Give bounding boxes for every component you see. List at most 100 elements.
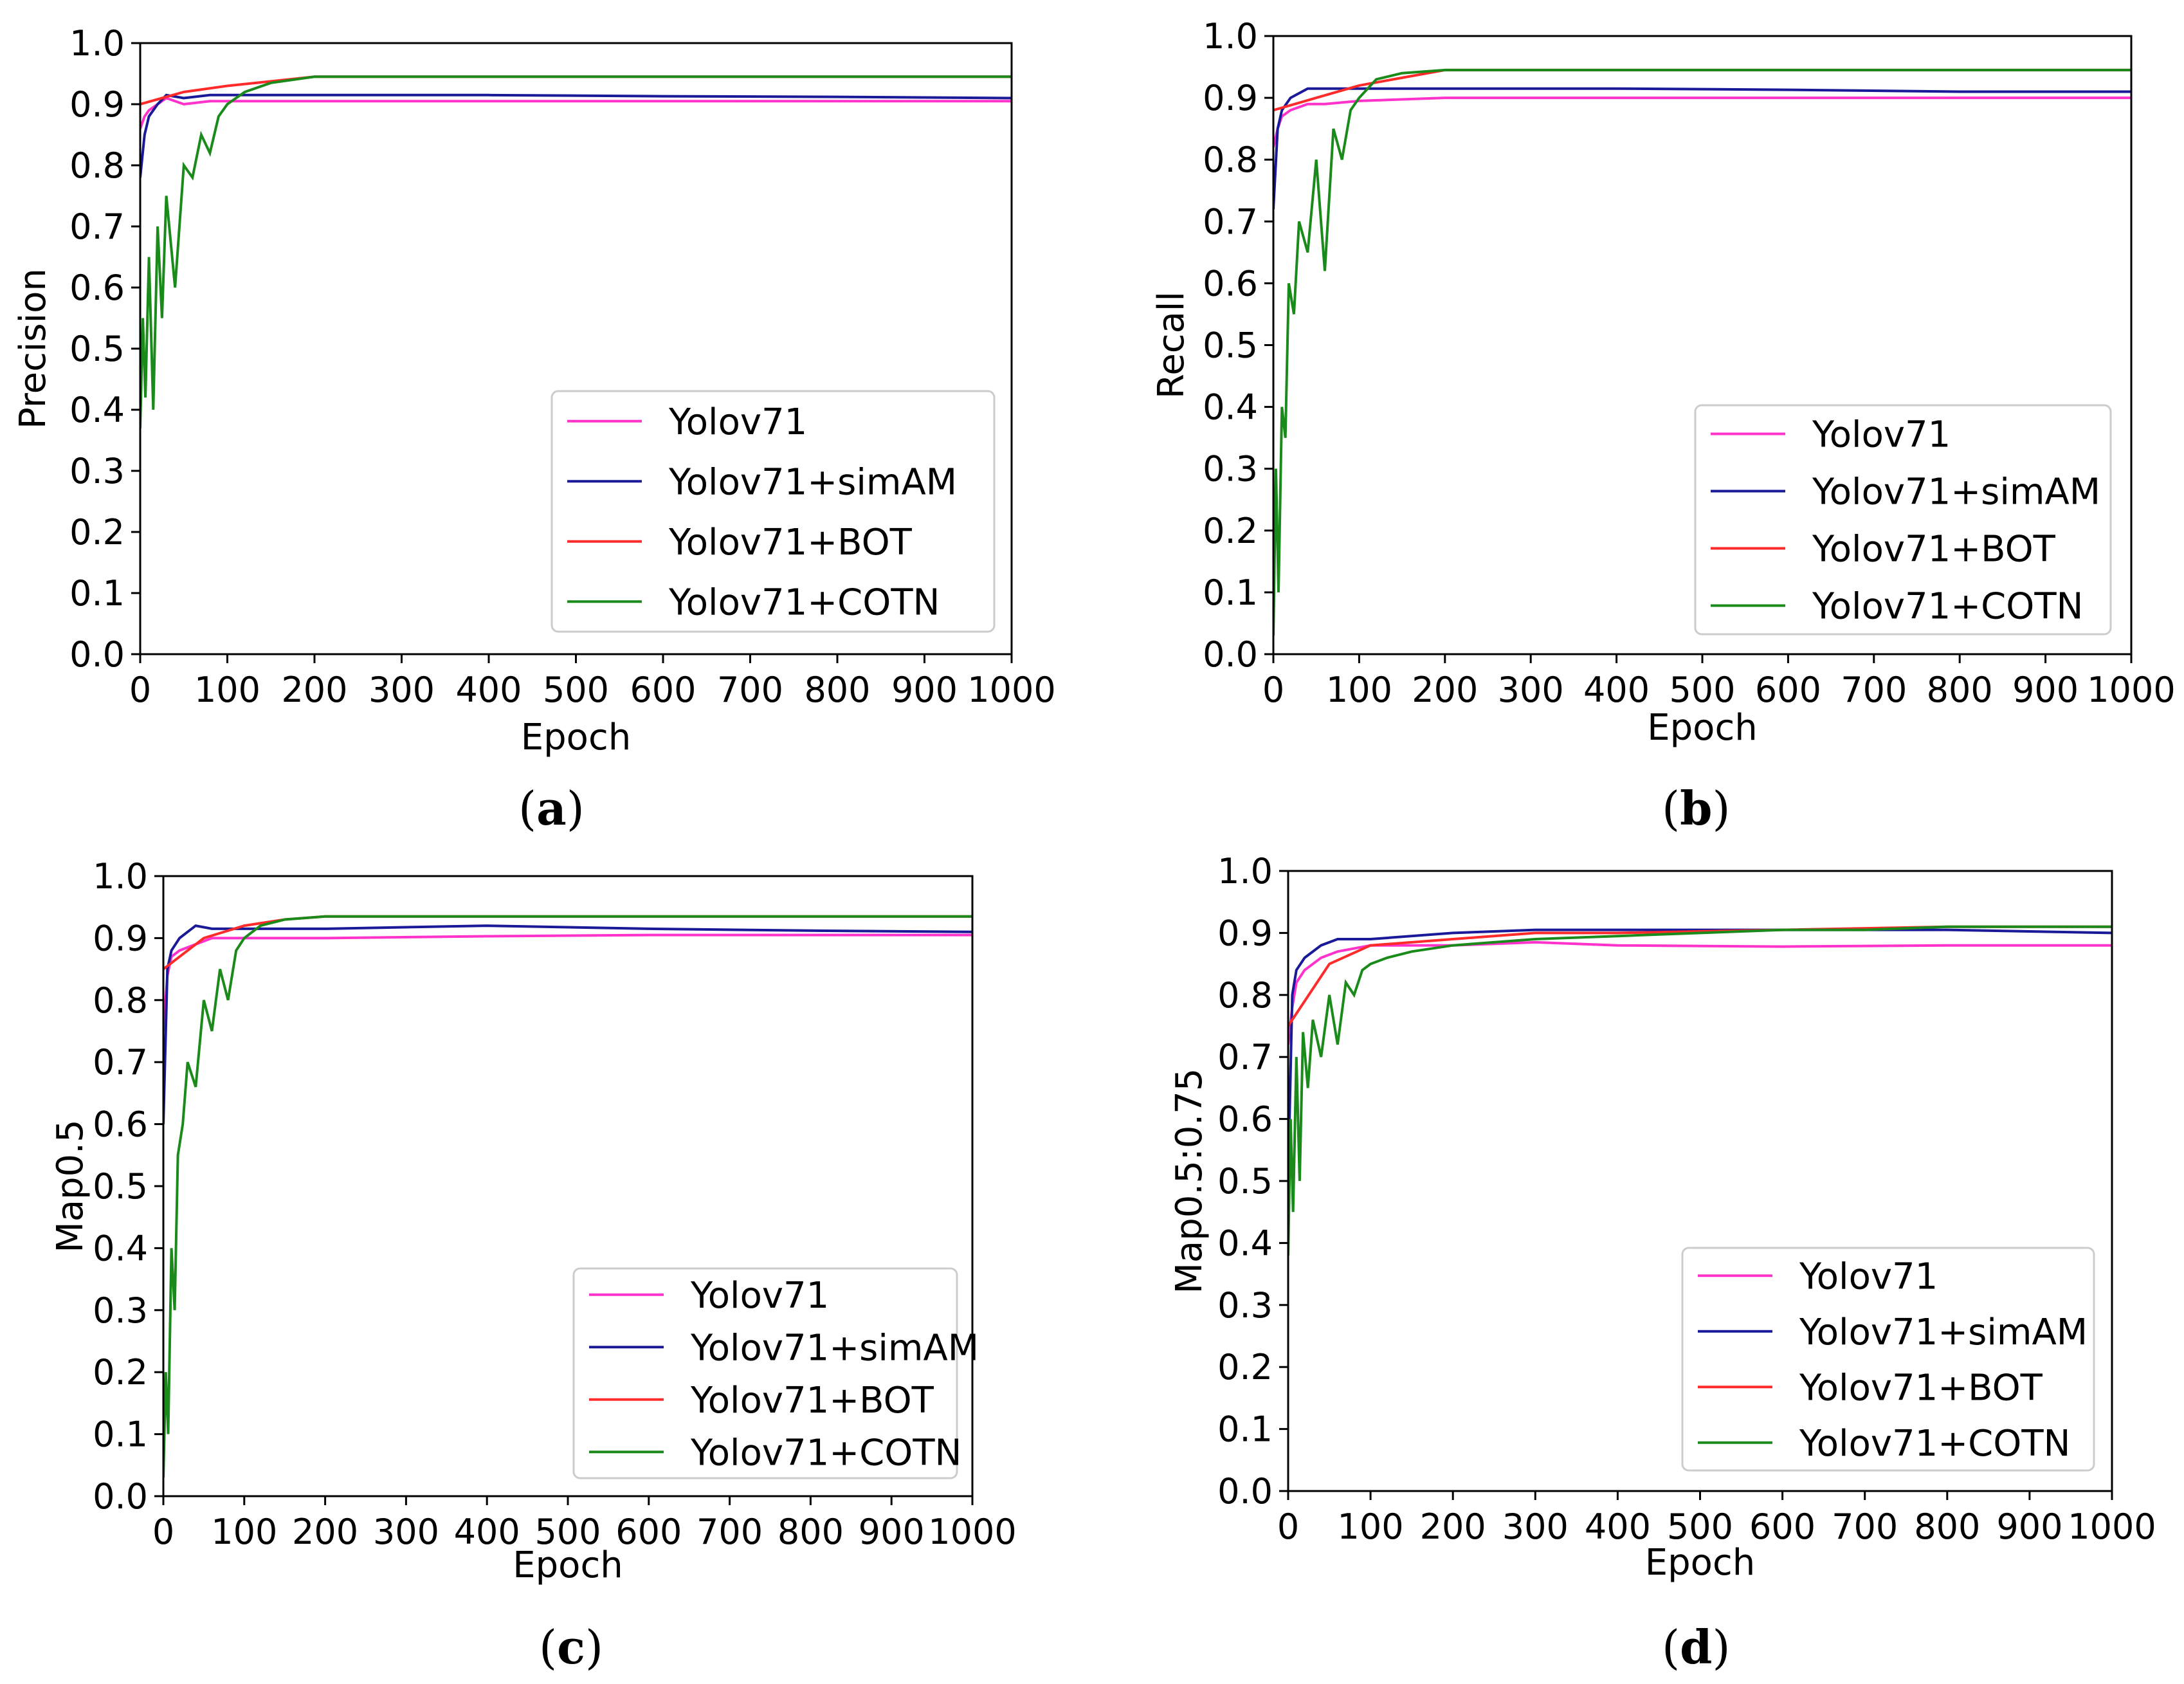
legend-label: Yolov71+BOT <box>690 1380 934 1422</box>
legend: Yolov71 Yolov71+simAM Yolov71+BOT Yolov71+C… <box>572 1267 979 1479</box>
legend-label: Yolov71+simAM <box>668 461 957 503</box>
legend-label: Yolov71 <box>690 1275 829 1317</box>
series-line-yolov71-bot <box>1288 925 2112 1027</box>
x-tick-label: 1000 <box>2068 1506 2156 1547</box>
y-tick-label: 0.2 <box>1217 1347 1273 1387</box>
x-tick-label: 100 <box>1338 1506 1404 1547</box>
y-axis-label: Map0.5 <box>50 1119 91 1252</box>
x-tick-label: 700 <box>696 1512 763 1552</box>
y-tick-label: 0.1 <box>1217 1409 1273 1450</box>
x-tick-label: 300 <box>369 670 435 710</box>
x-tick-label: 400 <box>1583 670 1650 710</box>
y-tick-label: 0.2 <box>93 1352 148 1393</box>
legend-box <box>551 390 996 633</box>
series-line-yolov71-cotn <box>1288 925 2112 1256</box>
legend-label: Yolov71+simAM <box>1812 471 2100 513</box>
series-lines <box>140 75 1012 428</box>
x-tick-label: 300 <box>1498 670 1564 710</box>
y-tick-label: 1.0 <box>93 856 148 897</box>
legend: Yolov71 Yolov71+simAM Yolov71+BOT Yolov71+C… <box>1681 1247 2095 1472</box>
x-tick-label: 200 <box>281 670 347 710</box>
x-tick-label: 200 <box>1412 670 1478 710</box>
y-tick-label: 0.4 <box>69 390 125 430</box>
series-line-yolov71 <box>140 96 1012 129</box>
legend-label: Yolov71+COTN <box>1799 1423 2070 1465</box>
x-tick-label: 0 <box>1262 670 1284 710</box>
x-tick-label: 400 <box>1585 1506 1651 1547</box>
y-tick-label: 0.8 <box>1217 975 1273 1016</box>
x-tick-label: 400 <box>454 1512 520 1552</box>
y-tick-label: 0.3 <box>69 451 125 491</box>
y-tick-label: 0.8 <box>69 145 125 186</box>
legend-label: Yolov71+BOT <box>1799 1367 2043 1409</box>
series-line-yolov71-simam <box>1273 87 2131 210</box>
x-tick-label: 600 <box>630 670 696 710</box>
x-tick-label: 500 <box>1667 1506 1733 1547</box>
chart-panel-d: 0 100 200 300 400 500 600 700 800 900 1000 0.0 0.1 0.… <box>1169 851 2156 1674</box>
x-axis-label: Epoch <box>513 1544 623 1586</box>
y-tick-label: 0.3 <box>1203 449 1258 490</box>
chart-panel-c: 0 100 200 300 400 500 600 700 800 900 1000 0.0 0.1 0.… <box>50 856 1017 1674</box>
x-tick-label: 200 <box>1420 1506 1486 1547</box>
panel-label: (c) <box>539 1620 603 1674</box>
legend-label: Yolov71+BOT <box>1812 529 2056 571</box>
x-tick-label: 0 <box>152 1512 174 1552</box>
series-line-yolov71-cotn <box>1273 68 2131 636</box>
y-tick-label: 0.7 <box>1203 201 1258 242</box>
x-tick-label: 800 <box>1914 1506 1980 1547</box>
x-tick-label: 900 <box>891 670 958 710</box>
legend-label: Yolov71+BOT <box>668 522 913 563</box>
y-tick-label: 0.0 <box>93 1476 148 1517</box>
x-tick-label: 1000 <box>928 1512 1016 1552</box>
y-tick-label: 0.5 <box>69 329 125 369</box>
y-tick-label: 1.0 <box>69 23 125 64</box>
x-tick-label: 700 <box>717 670 783 710</box>
x-axis-label: Epoch <box>521 717 631 758</box>
y-tick-label: 0.9 <box>1217 913 1273 953</box>
x-axis-label: Epoch <box>1645 1542 1755 1584</box>
series-line-yolov71-simam <box>140 93 1012 178</box>
x-tick-label: 1000 <box>2087 670 2175 710</box>
chart-panel-b: 0 100 200 300 400 500 600 700 800 900 1000 0.0 0.1 0.… <box>1151 16 2176 836</box>
x-tick-label: 600 <box>615 1512 682 1552</box>
y-tick-label: 0.0 <box>69 634 125 675</box>
x-tick-label: 900 <box>1996 1506 2062 1547</box>
y-tick-label: 0.8 <box>93 980 148 1021</box>
x-tick-label: 100 <box>211 1512 277 1552</box>
y-tick-label: 0.9 <box>69 84 125 125</box>
y-tick-label: 0.7 <box>69 206 125 247</box>
series-lines <box>1288 925 2112 1256</box>
x-tick-label: 200 <box>292 1512 358 1552</box>
x-tick-label: 500 <box>1669 670 1735 710</box>
y-tick-label: 0.9 <box>93 918 148 958</box>
x-tick-label: 0 <box>129 670 151 710</box>
y-tick-label: 0.6 <box>93 1104 148 1145</box>
y-tick-label: 0.5 <box>93 1166 148 1207</box>
x-tick-label: 800 <box>1927 670 1993 710</box>
y-tick-label: 0.6 <box>1203 263 1258 304</box>
y-tick-label: 1.0 <box>1217 851 1273 892</box>
x-tick-label: 0 <box>1277 1506 1299 1547</box>
y-tick-label: 0.4 <box>1217 1223 1273 1263</box>
legend-box <box>1694 404 2112 636</box>
y-tick-label: 0.4 <box>93 1228 148 1268</box>
y-tick-label: 0.5 <box>1203 325 1258 366</box>
y-tick-label: 0.1 <box>93 1414 148 1455</box>
y-tick-label: 0.3 <box>1217 1285 1273 1326</box>
legend: Yolov71 Yolov71+simAM Yolov71+BOT Yolov71+C… <box>551 390 996 633</box>
x-tick-label: 300 <box>373 1512 439 1552</box>
x-tick-label: 300 <box>1502 1506 1569 1547</box>
y-tick-label: 0.0 <box>1217 1471 1273 1512</box>
legend: Yolov71 Yolov71+simAM Yolov71+BOT Yolov71+C… <box>1694 404 2112 636</box>
y-axis-label: Recall <box>1151 291 1192 399</box>
series-line-yolov71-cotn <box>140 75 1012 428</box>
x-tick-label: 700 <box>1832 1506 1898 1547</box>
legend-label: Yolov71+COTN <box>690 1432 961 1474</box>
legend-label: Yolov71 <box>1799 1256 1938 1297</box>
x-tick-label: 400 <box>455 670 522 710</box>
x-tick-label: 900 <box>859 1512 925 1552</box>
series-line-yolov71 <box>163 933 972 1032</box>
x-tick-label: 800 <box>804 670 870 710</box>
legend-box <box>572 1267 958 1479</box>
